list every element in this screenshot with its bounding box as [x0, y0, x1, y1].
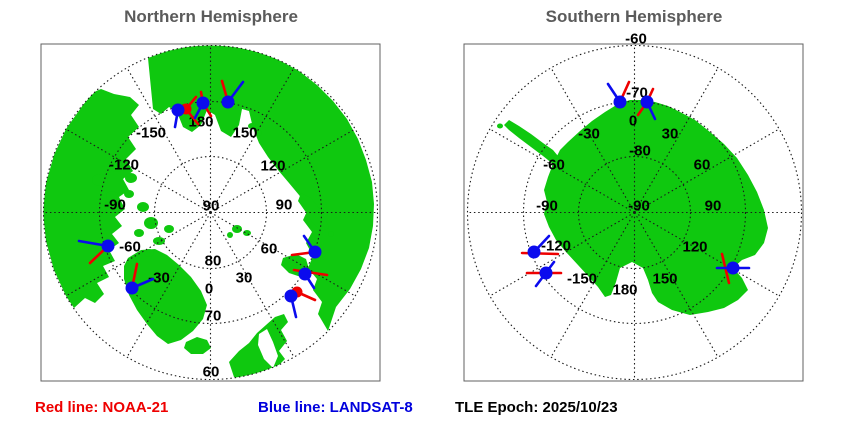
grid-label: -120 — [109, 157, 139, 174]
grid-label: 0 — [629, 113, 637, 130]
satellite-marker — [284, 286, 317, 319]
satellite-marker — [520, 234, 560, 259]
landsat8-position-dot — [640, 95, 654, 109]
grid-label: -90 — [628, 198, 650, 215]
satellite-marker — [125, 262, 155, 295]
island — [153, 237, 165, 245]
antarctic-peninsula-landmass — [504, 120, 558, 164]
grid-label: 80 — [205, 253, 222, 270]
north-frame — [40, 43, 381, 382]
landsat8-position-dot — [298, 267, 312, 281]
grid-label: 90 — [705, 198, 722, 215]
grid-label: -60 — [625, 31, 647, 48]
grid-label: -150 — [136, 125, 166, 142]
landsat8-position-dot — [539, 266, 553, 280]
antarctica-landmass — [544, 100, 768, 315]
grid-label: -30 — [148, 270, 170, 287]
latitude-ring — [42, 44, 379, 381]
island — [110, 162, 124, 172]
island — [92, 174, 108, 186]
island — [125, 173, 137, 183]
landsat8-position-dot — [171, 103, 185, 117]
landsat8-position-dot — [613, 95, 627, 109]
south-hemisphere-title: Southern Hemisphere — [545, 7, 723, 26]
latitude-ring — [98, 100, 323, 325]
grid-label: 30 — [662, 126, 679, 143]
landsat8-position-dot — [125, 281, 139, 295]
satellite-marker — [290, 234, 322, 259]
grid-label: -60 — [119, 239, 141, 256]
north-america-landmass — [43, 89, 139, 308]
landsat8-position-dot — [726, 261, 740, 275]
island — [164, 225, 174, 233]
satellite-marker — [636, 87, 657, 121]
legend-landsat8: Blue line: LANDSAT-8 — [258, 399, 413, 416]
latitude-ring — [466, 44, 803, 381]
landsat8-position-dot — [221, 95, 235, 109]
satellite-marker — [606, 80, 631, 109]
satellite-marker — [77, 239, 115, 265]
grid-label: 180 — [612, 282, 637, 299]
satellite-marker — [171, 95, 200, 129]
grid-label: -120 — [541, 238, 571, 255]
grid-label: -30 — [578, 126, 600, 143]
grid-label: 60 — [203, 364, 220, 381]
island — [144, 217, 158, 229]
satellite-marker — [715, 252, 751, 285]
island — [497, 123, 503, 129]
grid-label: 30 — [236, 270, 253, 287]
satellite-marker — [525, 260, 563, 288]
island — [248, 123, 256, 129]
grid-label: -70 — [626, 85, 648, 102]
island — [144, 249, 154, 257]
landsat8-position-dot — [284, 289, 298, 303]
grid-label: 60 — [694, 157, 711, 174]
latitude-ring — [522, 100, 747, 325]
grid-label: -90 — [536, 198, 558, 215]
grid-label: -60 — [543, 157, 565, 174]
grid-label: 90 — [276, 197, 293, 214]
legend-tle-epoch: TLE Epoch: 2025/10/23 — [455, 399, 618, 416]
grid-label: 70 — [205, 308, 222, 325]
landsat8-position-dot — [196, 96, 210, 110]
satellite-marker — [220, 79, 245, 109]
south-frame — [463, 43, 804, 382]
grid-label: 150 — [652, 271, 677, 288]
island — [328, 231, 334, 237]
grid-label: 150 — [232, 125, 257, 142]
island — [134, 229, 144, 237]
gulf-of-bothnia-water — [258, 329, 278, 368]
landsat8-position-dot — [101, 239, 115, 253]
iceland-landmass — [184, 337, 211, 354]
legend-noaa21: Red line: NOAA-21 — [35, 399, 169, 416]
island — [137, 202, 149, 212]
satellite-marker — [193, 90, 213, 120]
grid-label: -80 — [629, 143, 651, 160]
grid-label: 90 — [203, 198, 220, 215]
satellite-marker — [292, 267, 329, 290]
grid-label: -150 — [567, 271, 597, 288]
island — [243, 230, 251, 236]
eurasia-landmass — [148, 45, 374, 331]
landsat8-position-dot — [308, 245, 322, 259]
island — [106, 191, 118, 201]
island — [124, 190, 134, 198]
island — [227, 232, 233, 238]
island — [232, 225, 242, 233]
grid-label: 60 — [261, 241, 278, 258]
greenland-landmass — [124, 249, 207, 344]
grid-label: 120 — [682, 239, 707, 256]
grid-label: 0 — [205, 281, 213, 298]
grid-label: 120 — [260, 158, 285, 175]
north-hemisphere-title: Northern Hemisphere — [124, 7, 298, 26]
island — [256, 130, 262, 136]
landsat8-position-dot — [527, 245, 541, 259]
grid-label: -90 — [104, 197, 126, 214]
